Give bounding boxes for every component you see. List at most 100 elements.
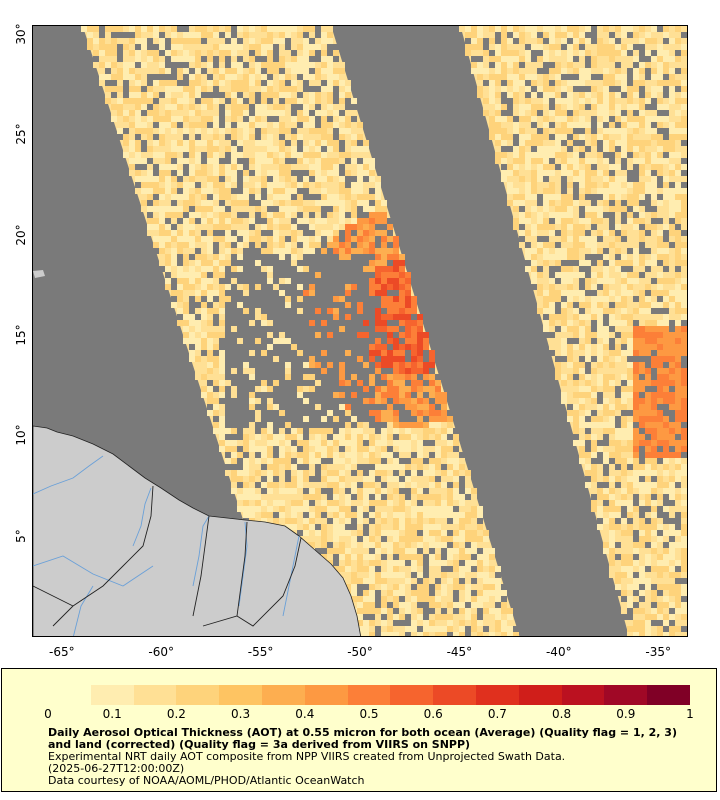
aot-pixel xyxy=(153,140,159,146)
aot-pixel xyxy=(387,320,393,326)
aot-pixel xyxy=(195,332,201,338)
aot-pixel xyxy=(615,182,621,188)
aot-pixel xyxy=(195,368,201,374)
aot-pixel xyxy=(207,188,213,194)
aot-pixel xyxy=(357,230,363,236)
aot-pixel xyxy=(579,56,585,62)
aot-pixel xyxy=(339,284,345,290)
aot-pixel xyxy=(537,98,543,104)
aot-pixel xyxy=(591,326,597,332)
aot-pixel xyxy=(123,116,129,122)
aot-pixel xyxy=(267,392,273,398)
aot-pixel xyxy=(261,320,267,326)
aot-pixel xyxy=(387,308,393,314)
aot-pixel xyxy=(417,416,423,422)
aot-pixel xyxy=(645,74,651,80)
aot-pixel xyxy=(561,254,567,260)
aot-pixel xyxy=(285,206,291,212)
aot-pixel xyxy=(321,272,327,278)
aot-pixel xyxy=(621,140,627,146)
aot-pixel xyxy=(273,392,279,398)
aot-pixel xyxy=(279,458,285,464)
aot-pixel xyxy=(603,272,609,278)
aot-pixel xyxy=(243,272,249,278)
aot-pixel xyxy=(279,434,285,440)
aot-pixel xyxy=(285,398,291,404)
aot-pixel xyxy=(231,314,237,320)
aot-pixel xyxy=(243,446,249,452)
aot-pixel xyxy=(321,332,327,338)
aot-pixel xyxy=(525,212,531,218)
aot-pixel xyxy=(621,224,627,230)
aot-pixel xyxy=(255,242,261,248)
aot-pixel xyxy=(357,284,363,290)
aot-pixel xyxy=(567,80,573,86)
aot-pixel xyxy=(117,92,123,98)
aot-pixel xyxy=(417,332,423,338)
map-frame[interactable] xyxy=(32,25,688,637)
aot-pixel xyxy=(651,398,657,404)
aot-pixel xyxy=(309,50,315,56)
aot-pixel xyxy=(609,158,615,164)
aot-pixel xyxy=(531,218,537,224)
aot-pixel xyxy=(273,452,279,458)
aot-pixel xyxy=(393,284,399,290)
aot-pixel xyxy=(291,80,297,86)
aot-pixel xyxy=(639,38,645,44)
aot-pixel xyxy=(243,296,249,302)
aot-pixel xyxy=(123,80,129,86)
aot-map[interactable] xyxy=(33,26,688,637)
aot-pixel xyxy=(249,92,255,98)
aot-pixel xyxy=(429,410,435,416)
aot-pixel xyxy=(249,212,255,218)
aot-pixel xyxy=(195,296,201,302)
aot-pixel xyxy=(231,62,237,68)
aot-pixel xyxy=(375,200,381,206)
aot-pixel xyxy=(129,74,135,80)
aot-pixel xyxy=(285,116,291,122)
aot-pixel xyxy=(603,152,609,158)
aot-pixel xyxy=(639,182,645,188)
aot-pixel xyxy=(135,56,141,62)
aot-pixel xyxy=(501,134,507,140)
aot-pixel xyxy=(273,122,279,128)
aot-pixel xyxy=(579,80,585,86)
aot-pixel xyxy=(261,350,267,356)
aot-pixel xyxy=(627,290,633,296)
aot-pixel xyxy=(357,416,363,422)
aot-pixel xyxy=(225,254,231,260)
aot-pixel xyxy=(657,158,663,164)
aot-pixel xyxy=(615,26,621,32)
aot-pixel xyxy=(609,374,615,380)
aot-pixel xyxy=(93,56,99,62)
aot-pixel xyxy=(591,422,597,428)
aot-pixel xyxy=(531,98,537,104)
aot-pixel xyxy=(153,134,159,140)
aot-pixel xyxy=(567,230,573,236)
aot-pixel xyxy=(651,158,657,164)
aot-pixel xyxy=(321,344,327,350)
aot-pixel xyxy=(273,404,279,410)
aot-pixel xyxy=(615,110,621,116)
aot-pixel xyxy=(201,74,207,80)
aot-pixel xyxy=(663,176,669,182)
aot-pixel xyxy=(663,32,669,38)
aot-pixel xyxy=(549,302,555,308)
aot-pixel xyxy=(381,308,387,314)
aot-pixel xyxy=(447,416,453,422)
aot-pixel xyxy=(531,104,537,110)
aot-pixel xyxy=(645,44,651,50)
aot-pixel xyxy=(129,80,135,86)
aot-pixel xyxy=(339,428,345,434)
aot-pixel xyxy=(663,146,669,152)
aot-pixel xyxy=(537,218,543,224)
aot-pixel xyxy=(171,188,177,194)
aot-pixel xyxy=(573,338,579,344)
aot-pixel xyxy=(501,26,507,32)
aot-pixel xyxy=(159,164,165,170)
aot-pixel xyxy=(147,206,153,212)
aot-pixel xyxy=(609,368,615,374)
aot-pixel xyxy=(393,350,399,356)
aot-pixel xyxy=(279,290,285,296)
aot-pixel xyxy=(129,152,135,158)
